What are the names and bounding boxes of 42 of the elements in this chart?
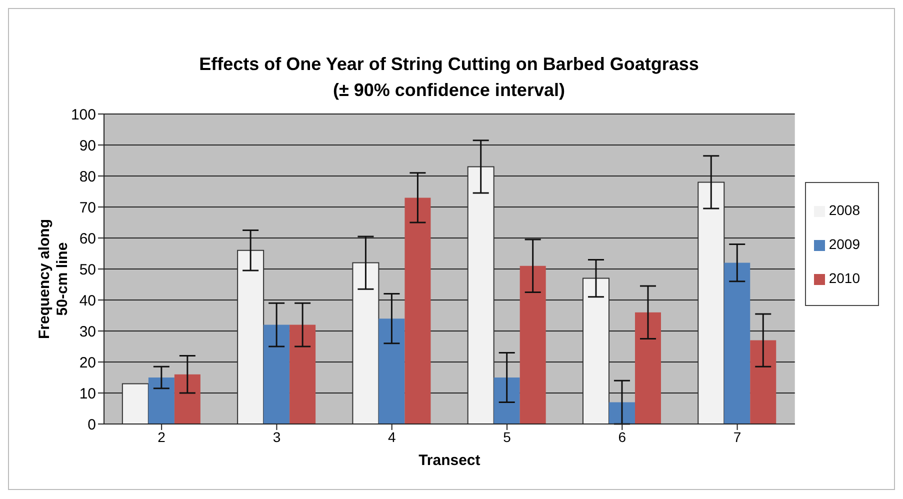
x-tick-label: 7 [733, 428, 742, 445]
bar [494, 378, 520, 424]
legend-label: 2010 [828, 270, 860, 286]
y-tick-label: 40 [79, 292, 96, 310]
legend-label: 2008 [828, 202, 860, 218]
y-tick-label: 0 [88, 416, 96, 434]
chart-subtitle: (± 90% confidence interval) [332, 79, 566, 102]
y-tick-label: 80 [79, 168, 96, 186]
y-tick-label: 10 [79, 385, 96, 402]
y-axis-title: Frequency along 50-cm line [36, 218, 72, 342]
x-tick-label: 2 [158, 428, 166, 445]
chart-title: Effects of One Year of String Cutting on Barbed Goatgrass [198, 53, 700, 76]
y-tick-label: 90 [79, 137, 96, 154]
bar [352, 262, 380, 424]
x-axis-title: Transect [418, 452, 480, 469]
bar [582, 278, 610, 424]
bar [520, 266, 546, 424]
bar [122, 383, 149, 424]
bar [404, 198, 431, 424]
y-tick-label: 20 [79, 354, 96, 372]
x-tick-label: 5 [503, 428, 512, 445]
bar [750, 340, 776, 424]
bar [237, 250, 264, 424]
bar [467, 166, 494, 424]
y-tick-label: 60 [79, 230, 96, 248]
x-tick-label: 4 [388, 428, 396, 445]
y-tick-label: 30 [79, 323, 96, 340]
bar [724, 262, 750, 424]
legend-label: 2009 [828, 236, 860, 252]
bar [608, 402, 635, 424]
bar [148, 378, 174, 424]
x-tick-label: 3 [272, 428, 281, 445]
x-tick-label: 6 [618, 428, 626, 445]
bar [698, 182, 725, 424]
y-tick-label: 50 [79, 261, 96, 278]
bar [634, 312, 661, 424]
bar [264, 324, 290, 424]
y-tick-label: 100 [70, 106, 96, 124]
y-tick-label: 70 [79, 199, 96, 216]
bar [174, 374, 200, 424]
bar [290, 324, 316, 424]
bar [378, 318, 405, 424]
